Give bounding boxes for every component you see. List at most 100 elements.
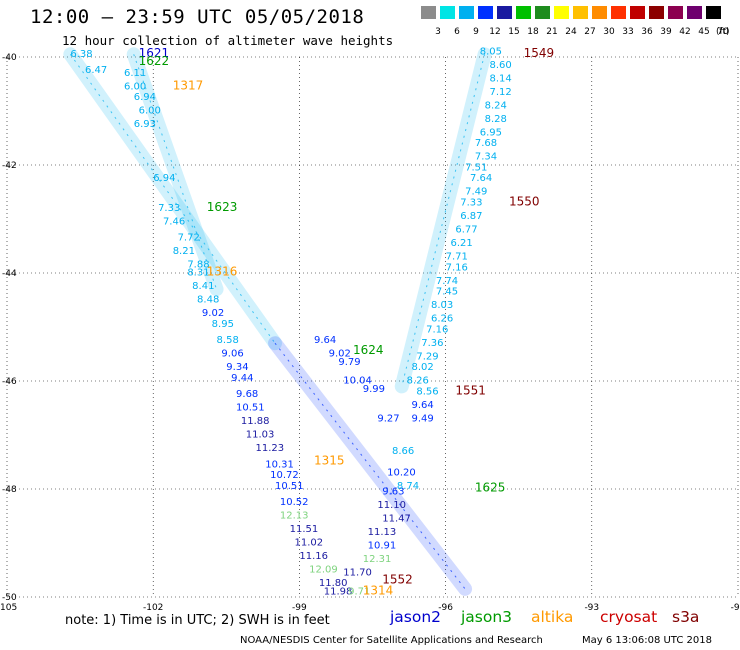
scale-label: 36 [641,27,653,37]
pass-number-label: 1551 [455,384,486,398]
y-tick-label: -40 [2,53,17,63]
scale-swatch [440,6,455,19]
wave-height-label: 7.68 [475,138,497,149]
wave-height-label: 11.70 [343,567,372,578]
page-subtitle: 12 hour collection of altimeter wave hei… [62,33,394,48]
scale-swatch [668,6,683,19]
scale-label: 6 [454,27,460,37]
pass-number-label: 1316 [207,265,238,279]
wave-height-label: 11.10 [377,500,406,511]
wave-height-label: 8.60 [489,60,511,71]
scale-label: 24 [565,27,577,37]
wave-height-label: 11.02 [295,538,324,549]
wave-height-label: 9.79 [338,357,360,368]
x-tick-label: -96 [438,603,453,613]
wave-height-label: 6.47 [85,65,107,76]
scale-label: 27 [584,27,596,37]
scale-swatch [478,6,493,19]
wave-height-label: 10.91 [368,540,397,551]
wave-height-label: 8.58 [217,335,239,346]
page-title: 12:00 – 23:59 UTC 05/05/2018 [30,6,365,28]
wave-height-label: 7.45 [436,287,458,298]
wave-height-label: 7.12 [489,87,511,98]
scale-label: 21 [546,27,558,37]
wave-height-label: 9.02 [329,349,351,360]
wave-height-label: 7.74 [436,276,458,287]
wave-height-label: 8.14 [489,73,511,84]
wave-height-label: 7.16 [446,262,468,273]
wave-height-label: 9.64 [314,335,336,346]
scale-swatch [535,6,550,19]
wave-height-label: 10.51 [275,481,304,492]
satellite-jason3: jason3 [461,608,513,626]
satellite-jason2: jason2 [390,608,442,626]
scale-swatch [554,6,569,19]
scale-swatch [611,6,626,19]
footnote: note: 1) Time is in UTC; 2) SWH is in fe… [65,613,330,628]
wave-height-label: 8.28 [485,114,507,125]
wave-height-label: 8.31 [187,268,209,279]
scale-swatch [630,6,645,19]
pass-number-label: 1552 [382,573,413,587]
scale-label: 3 [435,27,441,37]
wave-height-label: 7.16 [426,324,448,335]
y-tick-label: -46 [2,377,17,387]
scale-label: 45 [698,27,710,37]
satellite-track [126,47,224,297]
pass-number-label: 1622 [139,54,170,68]
y-tick-label: -44 [2,269,17,279]
wave-height-label: 8.48 [197,295,219,306]
credit-text: NOAA/NESDIS Center for Satellite Applica… [240,635,543,646]
x-tick-label: -99 [292,603,307,613]
wave-height-label: 12.31 [363,554,392,565]
wave-height-label: 6.87 [460,211,482,222]
wave-height-label: 9.06 [221,349,243,360]
wave-height-label: 6.21 [450,238,472,249]
wave-height-label: 7.88 [187,260,209,271]
wave-height-label: 9.34 [226,362,248,373]
wave-height-label: 6.93 [134,119,156,130]
wave-height-label: 7.34 [475,152,497,163]
scale-swatch [497,6,512,19]
pass-number-label: 1550 [509,195,540,209]
wave-height-label: 6.94 [134,92,156,103]
wave-height-label: 6.95 [480,127,502,138]
wave-height-label: 7.72 [178,233,200,244]
wave-height-label: 6.00 [139,106,161,117]
pass-number-label: 1314 [363,583,394,597]
scale-swatch [516,6,531,19]
pass-number-label: 1621 [139,46,170,60]
wave-height-label: 11.13 [368,527,397,538]
wave-height-label: 11.80 [319,578,348,589]
scale-label: 12 [489,27,501,37]
wave-height-label: 10.72 [270,470,299,481]
satellite-s3a: s3a [672,608,700,626]
pass-number-label: 1624 [353,343,384,357]
scale-swatch [459,6,474,19]
scale-unit: (ft) [716,27,730,37]
wave-height-label: 6.38 [70,49,92,60]
wave-height-label: 7.51 [465,162,487,173]
wave-height-label: 8.24 [485,100,507,111]
pass-number-label: 1317 [173,78,204,92]
satellite-track-marks [274,342,466,590]
wave-height-label: 11.47 [382,513,411,524]
wave-height-label: 9.64 [411,400,433,411]
wave-height-label: 9.99 [363,384,385,395]
wave-height-label: 8.26 [407,376,429,387]
pass-number-label: 1549 [524,46,555,60]
scale-label: 15 [508,27,520,37]
wave-height-label: 10.52 [280,497,309,508]
wave-height-label: 10.04 [343,376,372,387]
wave-height-label: 8.02 [411,362,433,373]
x-tick-label: -105 [0,603,17,613]
y-tick-label: -50 [2,593,17,603]
wave-height-label: 11.16 [299,551,328,562]
wave-height-label: 8.56 [416,387,438,398]
y-tick-label: -48 [2,485,17,495]
satellite-altika: altika [531,608,574,626]
wave-height-label: 7.29 [416,351,438,362]
pass-number-label: 1625 [475,481,506,495]
wave-height-label: 7.64 [470,173,492,184]
x-tick-label: -93 [584,603,599,613]
